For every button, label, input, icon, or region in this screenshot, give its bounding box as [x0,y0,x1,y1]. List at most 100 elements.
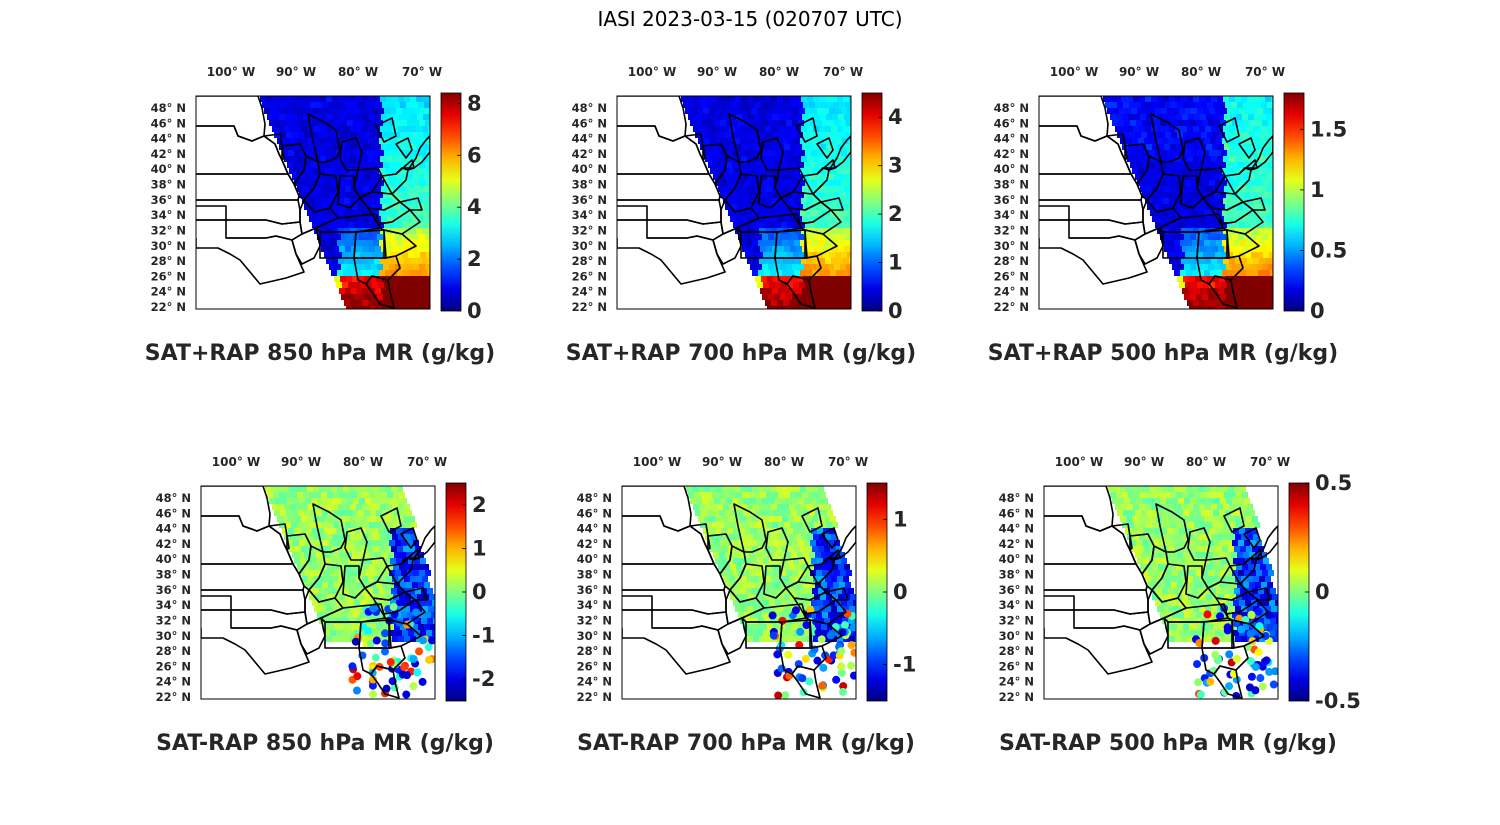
state-border [825,587,849,601]
lon-tick-label: 100° W [212,455,260,469]
colorbar [440,92,462,312]
colorbar-tick-label: 4 [467,195,482,219]
map-panel-sat-minus-rap-700: 100° W 90° W 80° W 70° W 48° N 46° N 44° N 42° … [546,445,966,765]
state-border [712,227,742,265]
lat-tick-label: 28° N [577,644,612,658]
lat-tick-label: 24° N [572,285,607,299]
lat-tick-label: 38° N [572,178,607,192]
state-border [740,231,778,259]
colorbar-tick-label: 6 [467,143,482,167]
state-border [798,209,842,235]
colorbar-tick-label: 1.5 [1310,117,1347,141]
lat-tick-label: 28° N [572,254,607,268]
map-panel-sat-minus-rap-850: 100° W 90° W 80° W 70° W 48° N 46° N 44° N 42° … [125,445,545,765]
lat-tick-label: 44° N [999,522,1034,536]
state-border [1039,235,1148,285]
lat-tick-label: 26° N [572,269,607,283]
lat-tick-label: 42° N [572,147,607,161]
state-border [833,525,856,561]
state-border [1218,117,1240,143]
lat-tick-label: 38° N [999,568,1034,582]
lat-tick-label: 42° N [994,147,1029,161]
state-border [370,665,400,699]
map-area [1044,486,1278,699]
colorbar-tick-label: 3 [888,154,903,178]
state-border [399,197,423,211]
colorbar-tick-label: 0 [472,580,487,604]
colorbar-tick-label: 0 [1310,299,1325,323]
state-border [196,235,305,285]
panel-title: SAT-RAP 500 hPa MR (g/kg) [999,731,1337,756]
lat-tick-label: 40° N [572,162,607,176]
colorbar-tick-label: 0 [893,580,908,604]
map-frame [621,485,857,700]
lon-tick-label: 100° W [628,65,676,79]
lat-tick-label: 28° N [156,644,191,658]
lat-tick-label: 34° N [572,208,607,222]
map-svg: 100° W 90° W 80° W 70° W 48° N46° N 44° N42° … [151,65,482,323]
colorbar-tick-label: 1 [472,536,487,560]
lat-tick-label: 42° N [156,537,191,551]
state-border [377,209,421,235]
lat-tick-label: 42° N [577,537,612,551]
lat-tick-label: 46° N [156,506,191,520]
colorbar-tick-label: -0.5 [1315,689,1361,713]
state-borders [1039,96,1273,309]
state-border [684,133,706,161]
lat-tick-label: 46° N [151,116,186,130]
state-border [400,527,418,549]
state-border [375,117,397,143]
lat-tick-label: 40° N [156,552,191,566]
state-border [622,625,731,675]
colorbar-tick-label: 0 [888,299,903,323]
lat-tick-label: 34° N [577,598,612,612]
lat-tick-label: 34° N [156,598,191,612]
state-border [1226,229,1260,259]
map-frame [195,95,431,310]
colorbar-tick-label: 4 [888,105,903,129]
state-border [617,235,726,285]
lat-tick-label: 34° N [151,208,186,222]
state-border [312,503,346,553]
state-border [382,599,426,625]
colorbar [861,92,883,312]
state-border [803,599,847,625]
lat-tick-label: 32° N [156,613,191,627]
lon-tick-label: 90° W [702,455,742,469]
lon-tick-label: 70° W [402,65,442,79]
state-borders [1044,486,1278,699]
lat-tick-label: 46° N [999,506,1034,520]
state-border [1044,625,1153,675]
state-border [1238,137,1256,159]
colorbar-tick-label: 0.5 [1315,471,1352,495]
state-border [1243,527,1261,549]
map-area [196,96,430,309]
state-border [796,117,818,143]
colorbar-tick-label: 1 [1310,178,1325,202]
lat-tick-label: 36° N [577,583,612,597]
map-svg: 100° W 90° W 80° W 70° W 48° N46° N 44° N42° … [994,65,1348,323]
lon-tick-label: 80° W [1186,455,1226,469]
state-border [1242,197,1266,211]
map-area [622,486,856,699]
state-border [291,227,321,265]
map-svg: 100° W 90° W 80° W 70° W 48° N46° N 44° N42° … [577,455,917,704]
colorbar-tick-label: -1 [472,624,495,648]
state-border [1250,135,1273,171]
figure-title: IASI 2023-03-15 (020707 UTC) [597,7,903,31]
state-border [745,621,783,649]
state-border [1223,507,1245,533]
map-frame [616,95,852,310]
lat-tick-label: 42° N [151,147,186,161]
lat-tick-label: 22° N [151,300,186,314]
state-border [821,527,839,549]
state-borders [201,486,435,699]
colorbar-tick-label: 0 [1315,580,1330,604]
lon-tick-label: 80° W [1181,65,1221,79]
lat-tick-label: 44° N [151,132,186,146]
lat-tick-label: 36° N [999,583,1034,597]
state-border [404,587,428,601]
lat-tick-label: 38° N [577,568,612,582]
panel-title: SAT+RAP 700 hPa MR (g/kg) [565,341,917,366]
lat-tick-label: 44° N [156,522,191,536]
